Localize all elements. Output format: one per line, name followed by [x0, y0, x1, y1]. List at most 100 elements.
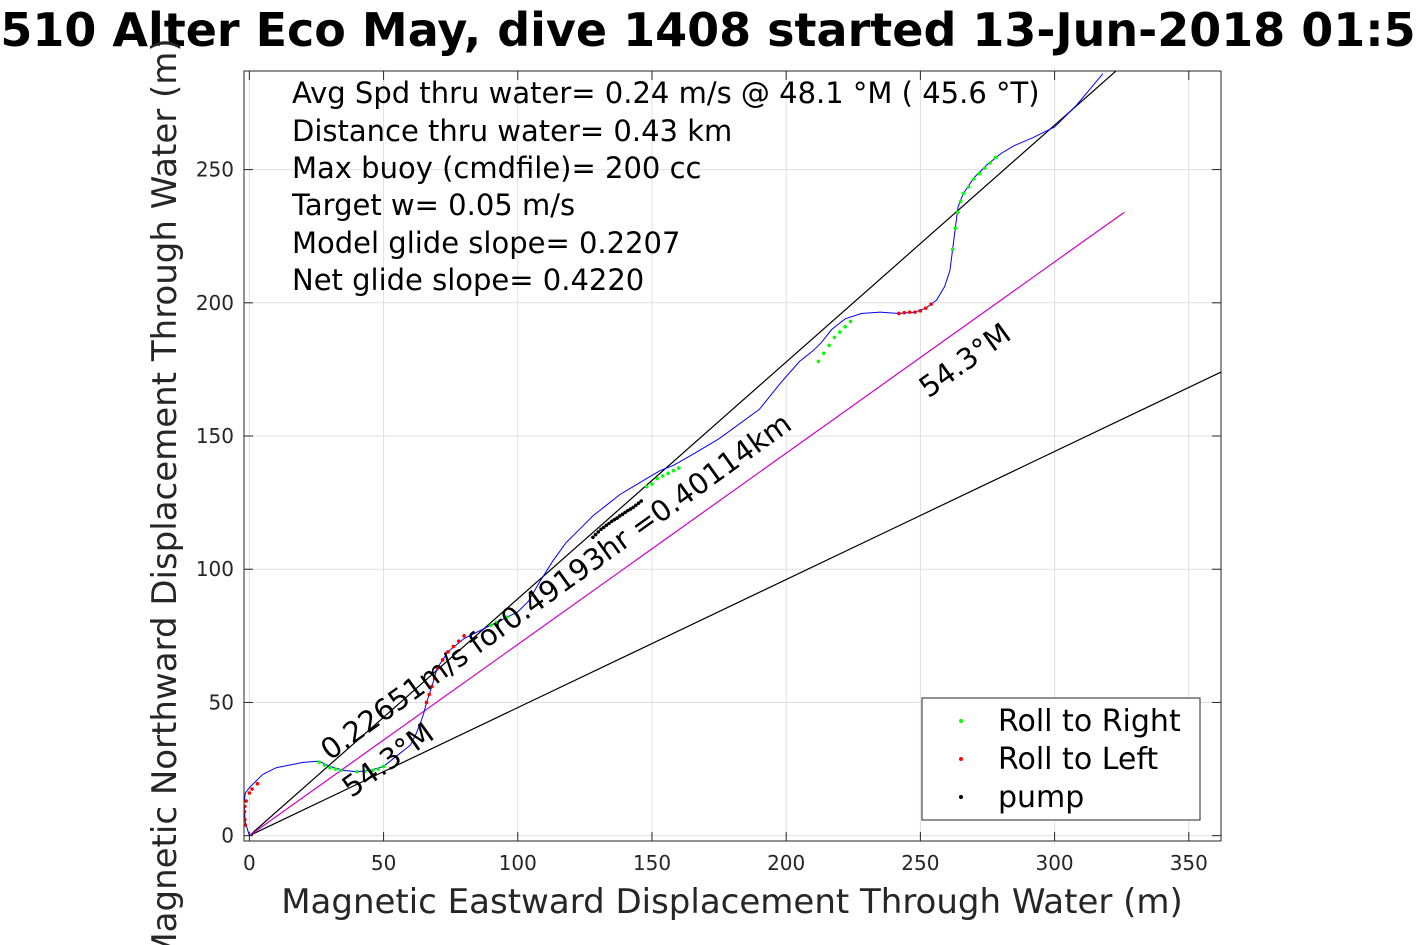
point-roll-to-right	[660, 474, 665, 478]
stat-line: Distance thru water= 0.43 km	[292, 114, 732, 148]
point-roll-to-right	[671, 468, 676, 473]
point-roll-to-left	[897, 311, 901, 316]
y-tick-label: 50	[209, 690, 234, 714]
point-roll-to-right	[322, 763, 327, 767]
x-tick-label: 300	[1035, 851, 1073, 875]
point-roll-to-right	[848, 319, 853, 324]
series-layer	[244, 73, 1104, 836]
stats-block: Avg Spd thru water= 0.24 m/s @ 48.1 °M (…	[291, 76, 1040, 297]
point-roll-to-right	[983, 166, 987, 171]
point-pump	[631, 505, 635, 510]
point-pump	[609, 519, 614, 524]
point-roll-to-right	[966, 185, 971, 189]
point-pump	[612, 517, 617, 522]
stat-line: Model glide slope= 0.2207	[292, 226, 680, 260]
point-pump	[604, 523, 609, 528]
point-pump	[634, 503, 638, 508]
point-roll-to-left	[244, 817, 247, 822]
point-roll-to-left	[446, 650, 450, 654]
point-roll-to-right	[832, 335, 837, 340]
reference-line	[249, 371, 1221, 837]
point-pump	[591, 535, 595, 540]
x-axis-label: Magnetic Eastward Displacement Through W…	[281, 882, 1183, 922]
point-roll-to-left	[250, 787, 254, 791]
point-roll-to-right	[650, 482, 654, 486]
reference-line	[248, 71, 1117, 837]
point-roll-to-right	[317, 760, 321, 764]
point-roll-to-right	[972, 177, 976, 181]
point-roll-to-left	[918, 308, 923, 313]
point-roll-to-right	[655, 476, 660, 481]
x-tick-label: 0	[243, 851, 256, 875]
legend-box	[921, 697, 1201, 821]
point-roll-to-left	[913, 310, 917, 314]
x-tick-label: 250	[901, 851, 939, 875]
point-roll-to-right	[988, 161, 992, 165]
point-roll-to-left	[255, 781, 260, 786]
point-roll-to-left	[902, 310, 907, 315]
point-pump	[601, 525, 606, 530]
point-roll-to-right	[677, 466, 681, 470]
point-roll-to-right	[993, 155, 998, 160]
point-pump	[599, 527, 603, 532]
point-roll-to-left	[430, 684, 434, 689]
point-pump	[607, 521, 611, 526]
x-tick-label: 350	[1170, 851, 1208, 875]
point-roll-to-right	[827, 343, 831, 348]
point-roll-to-left	[435, 666, 440, 670]
point-roll-to-right	[505, 615, 509, 619]
point-roll-to-right	[977, 171, 982, 176]
y-tick-label: 200	[196, 291, 234, 315]
point-roll-to-left	[427, 692, 432, 697]
point-roll-to-right	[338, 768, 343, 773]
legend-marker-pump	[959, 795, 963, 799]
point-roll-to-right	[838, 330, 842, 334]
point-roll-to-right	[821, 351, 826, 356]
point-roll-to-right	[666, 471, 670, 476]
point-roll-to-left	[244, 809, 247, 814]
point-roll-to-right	[950, 247, 955, 252]
y-tick-label: 150	[196, 424, 234, 448]
point-roll-to-right	[381, 764, 386, 769]
legend-marker-roll-right	[959, 719, 963, 723]
legend: Roll to Right Roll to Left pump	[921, 697, 1201, 821]
point-roll-to-right	[961, 191, 966, 196]
point-roll-to-right	[953, 226, 958, 230]
x-tick-label: 50	[371, 851, 396, 875]
point-roll-to-left	[440, 658, 445, 662]
y-axis-ticks: 0 50 100 150 200 250	[196, 158, 1221, 848]
point-pump	[623, 510, 627, 515]
point-roll-to-right	[328, 765, 332, 770]
x-axis-ticks: 0 50 100 150 200 250 300 350	[243, 71, 1208, 875]
stat-line: Avg Spd thru water= 0.24 m/s @ 48.1 °M (…	[292, 76, 1040, 110]
track-line	[244, 73, 1104, 836]
x-tick-label: 200	[767, 851, 805, 875]
point-pump	[626, 508, 630, 513]
point-roll-to-left	[244, 804, 247, 809]
point-pump	[617, 514, 622, 518]
point-pump	[628, 507, 633, 511]
point-roll-to-left	[244, 799, 248, 803]
point-pump	[593, 532, 598, 537]
point-roll-to-left	[432, 676, 437, 681]
legend-label-pump: pump	[998, 780, 1084, 815]
legend-label-roll-left: Roll to Left	[998, 742, 1158, 777]
point-roll-to-left	[456, 639, 461, 643]
point-roll-to-right	[958, 199, 963, 204]
point-pump	[615, 516, 619, 520]
point-pump	[596, 530, 601, 534]
y-tick-label: 250	[196, 158, 234, 182]
point-roll-to-left	[907, 310, 912, 314]
point-roll-to-right	[956, 210, 960, 215]
point-roll-to-right	[489, 623, 493, 627]
reference-lines	[248, 71, 1221, 837]
point-roll-to-right	[513, 611, 517, 615]
point-roll-to-right	[644, 484, 649, 489]
point-roll-to-right	[816, 359, 821, 364]
stat-line: Net glide slope= 0.4220	[292, 263, 644, 297]
stat-line: Max buoy (cmdfile)= 200 cc	[292, 151, 701, 185]
y-tick-label: 100	[196, 557, 234, 581]
chart-title: 510 Alter Eco May, dive 1408 started 13-…	[0, 3, 1415, 57]
plot-area	[243, 70, 1222, 842]
